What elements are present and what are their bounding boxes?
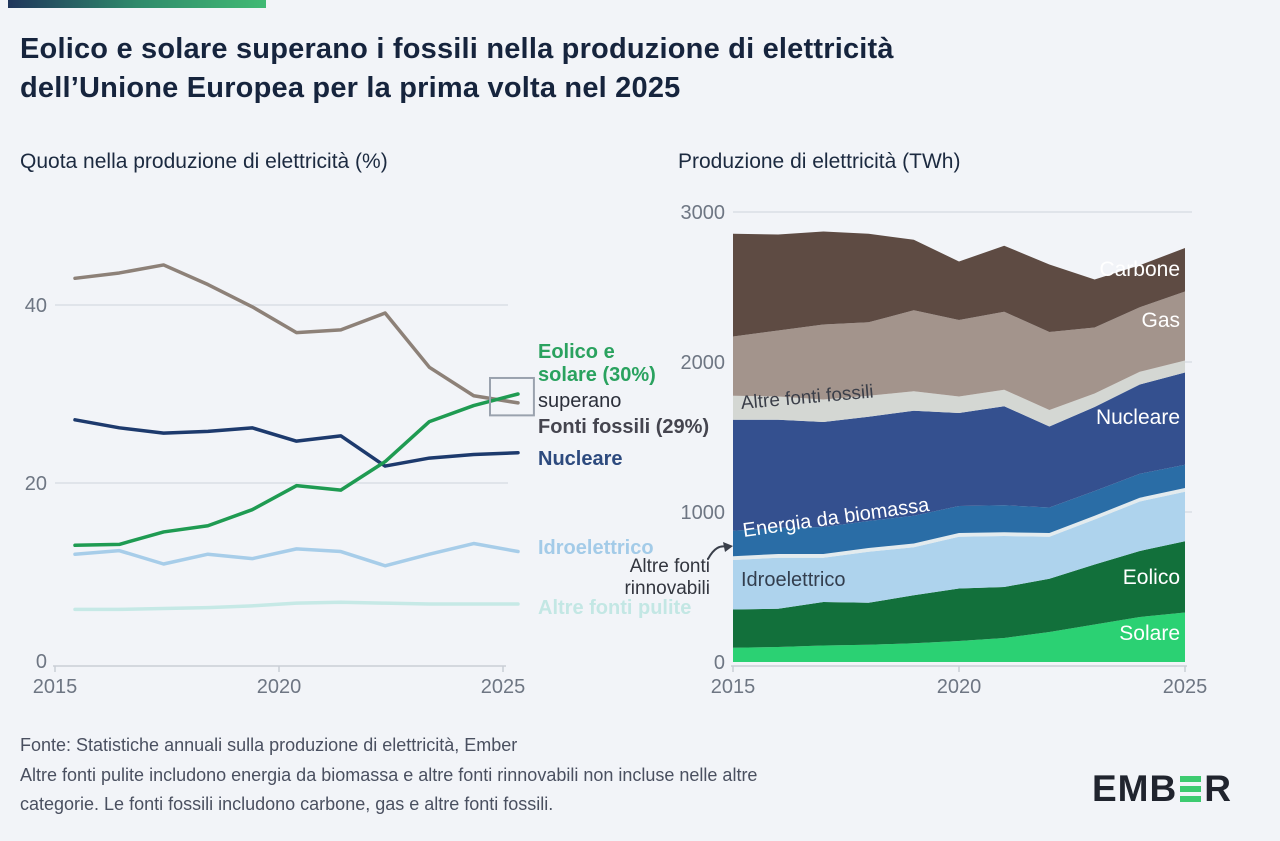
line-nucleare <box>73 418 520 468</box>
y-axis-tick-label: 2000 <box>681 352 726 374</box>
annotation-fonti-fossili: Fonti fossili (29%) <box>538 416 710 438</box>
y-axis-tick-label: 3000 <box>681 202 726 224</box>
annotation-superano: superano <box>538 390 622 412</box>
area-gas <box>733 291 1185 410</box>
crossover-highlight-box <box>489 376 535 417</box>
area-solare <box>733 612 1185 662</box>
area-energia-da-biomassa <box>733 464 1185 557</box>
annotation-altre-fonti-rinnovabili: Altre fonti rinnovabili <box>624 556 710 599</box>
ember-logo-e-icon <box>1180 775 1202 802</box>
y-axis-tick-label: 0 <box>714 652 725 674</box>
line-idroelettrico <box>73 541 520 568</box>
annotation-idroelettrico: Idroelettrico <box>538 537 654 559</box>
left-chart-subtitle: Quota nella produzione di elettricità (%… <box>20 150 388 173</box>
area-nucleare <box>733 372 1185 531</box>
x-axis-tick-label: 2015 <box>711 676 756 698</box>
y-axis-tick-label: 40 <box>25 295 47 317</box>
line-eolico-e-solare <box>73 392 520 548</box>
annotation-altre-fonti-pulite: Altre fonti pulite <box>538 597 692 619</box>
page-title: Eolico e solare superano i fossili nella… <box>20 33 894 105</box>
x-axis-tick-label: 2025 <box>481 676 526 698</box>
line-altre-fonti-pulite <box>73 600 520 612</box>
ember-logo-text-left: EMB <box>1092 768 1178 809</box>
ember-logo-text-right: R <box>1204 768 1232 809</box>
y-axis-tick-label: 0 <box>36 651 47 673</box>
area-label-idroelettrico: Idroelettrico <box>741 569 846 591</box>
y-axis-tick-label: 1000 <box>681 502 726 524</box>
area-label-nucleare: Nucleare <box>1095 406 1180 429</box>
line-fonti-fossili <box>73 263 520 405</box>
accent-gradient-bar <box>8 0 266 8</box>
x-axis-tick-label: 2020 <box>257 676 302 698</box>
annotation-nucleare: Nucleare <box>538 448 623 470</box>
area-label-gas: Gas <box>1141 309 1180 332</box>
ember-logo: EMB R <box>1092 770 1232 807</box>
area-eolico <box>733 541 1185 648</box>
generation-stacked-area-chart: 0 1000 2000 3000 2015 2020 2025 <box>681 202 1208 698</box>
y-axis-tick-label: 20 <box>25 473 47 495</box>
area-altre-fonti-fossili <box>733 360 1185 427</box>
footer-notes: Fonte: Statistiche annuali sulla produzi… <box>20 731 1080 820</box>
x-axis-tick-label: 2020 <box>937 676 982 698</box>
right-chart-subtitle: Produzione di elettricità (TWh) <box>678 150 961 173</box>
annotation-eolico-solare: Eolico e solare (30%) <box>538 341 656 386</box>
share-line-chart: 0 20 40 2015 2020 2025 <box>25 263 535 698</box>
area-carbone <box>733 231 1185 337</box>
area-label-eolico: Eolico <box>1122 566 1180 589</box>
area-label-solare: Solare <box>1119 622 1180 645</box>
x-axis-tick-label: 2025 <box>1163 676 1208 698</box>
footer-note: Altre fonti pulite includono energia da … <box>20 764 758 815</box>
x-axis-tick-label: 2015 <box>33 676 78 698</box>
area-idroelettrico <box>733 491 1185 610</box>
curved-arrow-icon <box>707 542 733 560</box>
area-label-carbone: Carbone <box>1099 258 1180 281</box>
footer-source: Fonte: Statistiche annuali sulla produzi… <box>20 735 518 755</box>
